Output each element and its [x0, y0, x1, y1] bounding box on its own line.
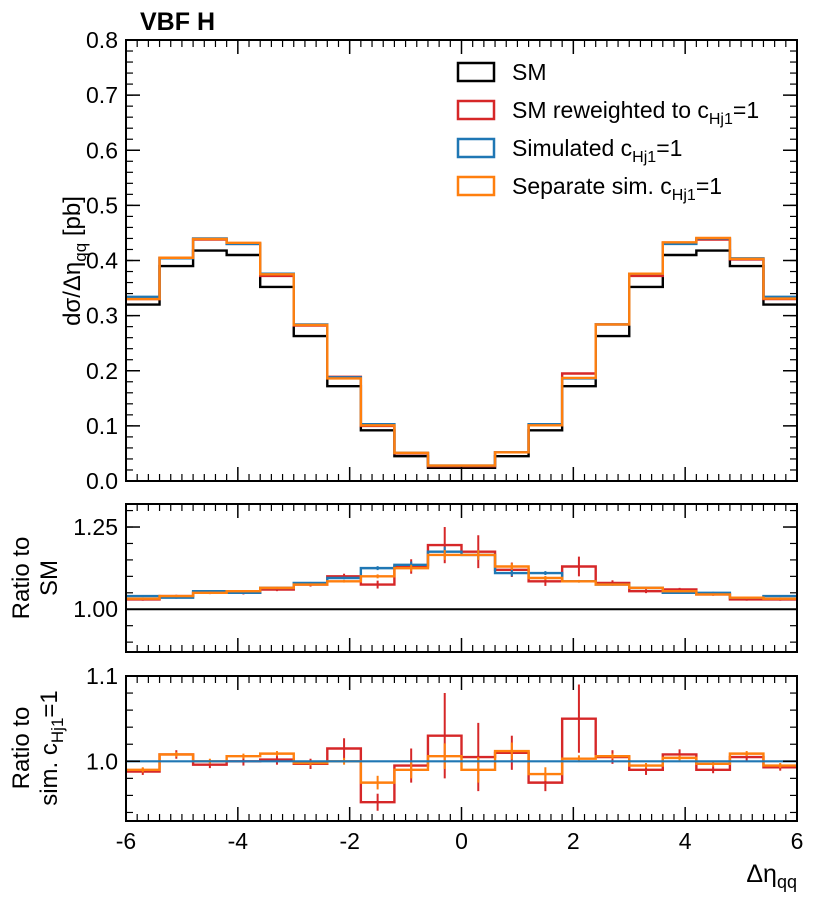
x-tick-label: 0 [455, 828, 468, 854]
ratio-sim-panel: 1.0 1.1 Ratio to sim. cHj1=1 [8, 663, 798, 822]
x-axis-label: Δηqq [746, 860, 797, 892]
main-y-label-subscript: qq [71, 243, 90, 262]
main-y-axis: 0.0 0.1 0.2 0.3 0.4 0.5 0.6 0.7 0.8 [86, 27, 797, 494]
legend-label: SM reweighted to cHj1=1 [512, 97, 759, 128]
legend-entry-sm: SM [456, 59, 547, 85]
series-simulated-main [126, 237, 797, 467]
step-line-sm [126, 249, 797, 469]
step-line-separate [126, 553, 797, 600]
series-reweighted-main [126, 238, 797, 468]
ratio-sm-frame [125, 503, 798, 653]
step-line-simulated [126, 237, 797, 467]
x-tick-label: -6 [116, 828, 136, 854]
legend-label-text: SM reweighted to c [512, 97, 709, 123]
y-tick-label: 0.3 [86, 303, 118, 329]
ratio-sm-y-label-line1: Ratio to [8, 537, 35, 620]
y-tick-label: 0.2 [86, 358, 118, 384]
x-tick-label: -4 [228, 828, 249, 854]
ratio-sim-y-label-subscript: Hj1 [48, 718, 67, 744]
legend-label-text: Separate sim. c [512, 173, 672, 199]
x-tick-label: -2 [339, 828, 359, 854]
legend-label-subscript: Hj1 [632, 149, 656, 166]
legend-label-text: SM [512, 59, 547, 85]
main-y-label-text: dσ/Δη [59, 262, 86, 326]
ratio-sm-plot-area [126, 527, 797, 611]
legend-entry-simulated: Simulated cHj1=1 [456, 135, 682, 166]
series-reweighted-ratio_sm [126, 527, 797, 601]
step-line-separate [126, 236, 797, 467]
legend-label-tail: =1 [656, 135, 682, 161]
legend-label: Separate sim. cHj1=1 [512, 173, 722, 204]
chart-title: VBF H [140, 8, 215, 36]
y-tick-label: 1.00 [73, 596, 118, 622]
legend-entry-reweighted: SM reweighted to cHj1=1 [456, 97, 759, 128]
series-separate-main [126, 236, 797, 467]
series-reweighted-ratio_sim [126, 684, 797, 811]
main-panel: 0.0 0.1 0.2 0.3 0.4 0.5 0.6 0.7 0.8 dσ/Δηqq [pb]… [59, 27, 798, 494]
legend-swatch [456, 137, 496, 159]
legend-label: Simulated cHj1=1 [512, 135, 682, 166]
y-tick-label: 0.1 [86, 413, 118, 439]
x-tick-label: 6 [791, 828, 804, 854]
x-axis-label-subscript: qq [777, 872, 797, 892]
legend-label-tail: =1 [696, 173, 722, 199]
ratio-sm-x-axis [125, 504, 798, 652]
legend-swatch [456, 175, 496, 197]
y-tick-label: 0.5 [86, 192, 118, 218]
ratio-sim-y-label-text: sim. c [36, 743, 63, 806]
main-frame [125, 39, 798, 482]
series-separate-ratio_sm [126, 550, 797, 600]
main-y-label-unit: [pb] [59, 196, 86, 243]
main-y-label: dσ/Δηqq [pb] [59, 196, 90, 326]
ratio-sim-frame [125, 675, 798, 822]
legend-label-subscript: Hj1 [672, 187, 696, 204]
series-sm-main [126, 249, 797, 469]
ratio-sim-y-label-tail: =1 [36, 690, 63, 717]
ratio-sm-y-label-line2: SM [36, 560, 63, 596]
ratio-sim-y-label-line1: Ratio to [8, 707, 35, 790]
x-tick-label: 4 [679, 828, 692, 854]
y-tick-label: 1.1 [86, 663, 118, 689]
y-tick-label: 0.6 [86, 137, 118, 163]
legend-label-subscript: Hj1 [709, 111, 733, 128]
step-line-reweighted [126, 238, 797, 468]
y-tick-label: 0.0 [86, 468, 118, 494]
legend-label-text: Simulated c [512, 135, 632, 161]
legend-entry-separate: Separate sim. cHj1=1 [456, 173, 722, 204]
legend-swatch [456, 61, 496, 83]
y-tick-label: 1.25 [73, 514, 118, 540]
x-axis-label-text: Δη [746, 860, 777, 888]
y-tick-label: 0.8 [86, 27, 118, 53]
legend-label: SM [512, 59, 547, 85]
ratio-sm-y-axis: 1.00 1.25 [73, 509, 797, 643]
ratio-sim-y-axis: 1.0 1.1 [86, 663, 797, 814]
y-tick-label: 1.0 [86, 748, 118, 774]
ratio-sm-panel: 1.00 1.25 Ratio to SM [8, 503, 798, 653]
legend-label-tail: =1 [733, 97, 759, 123]
legend-swatch [456, 99, 496, 121]
main-plot-area [126, 236, 797, 469]
series-separate-ratio_sim [126, 742, 797, 790]
x-tick-label: 2 [567, 828, 580, 854]
x-tick-labels: -6 -4 -2 0 2 4 6 [116, 828, 804, 854]
y-tick-label: 0.4 [86, 248, 118, 274]
ratio-sim-y-label-line2: sim. cHj1=1 [36, 690, 67, 806]
y-tick-label: 0.7 [86, 82, 118, 108]
ratio-sim-plot-area [126, 684, 797, 811]
